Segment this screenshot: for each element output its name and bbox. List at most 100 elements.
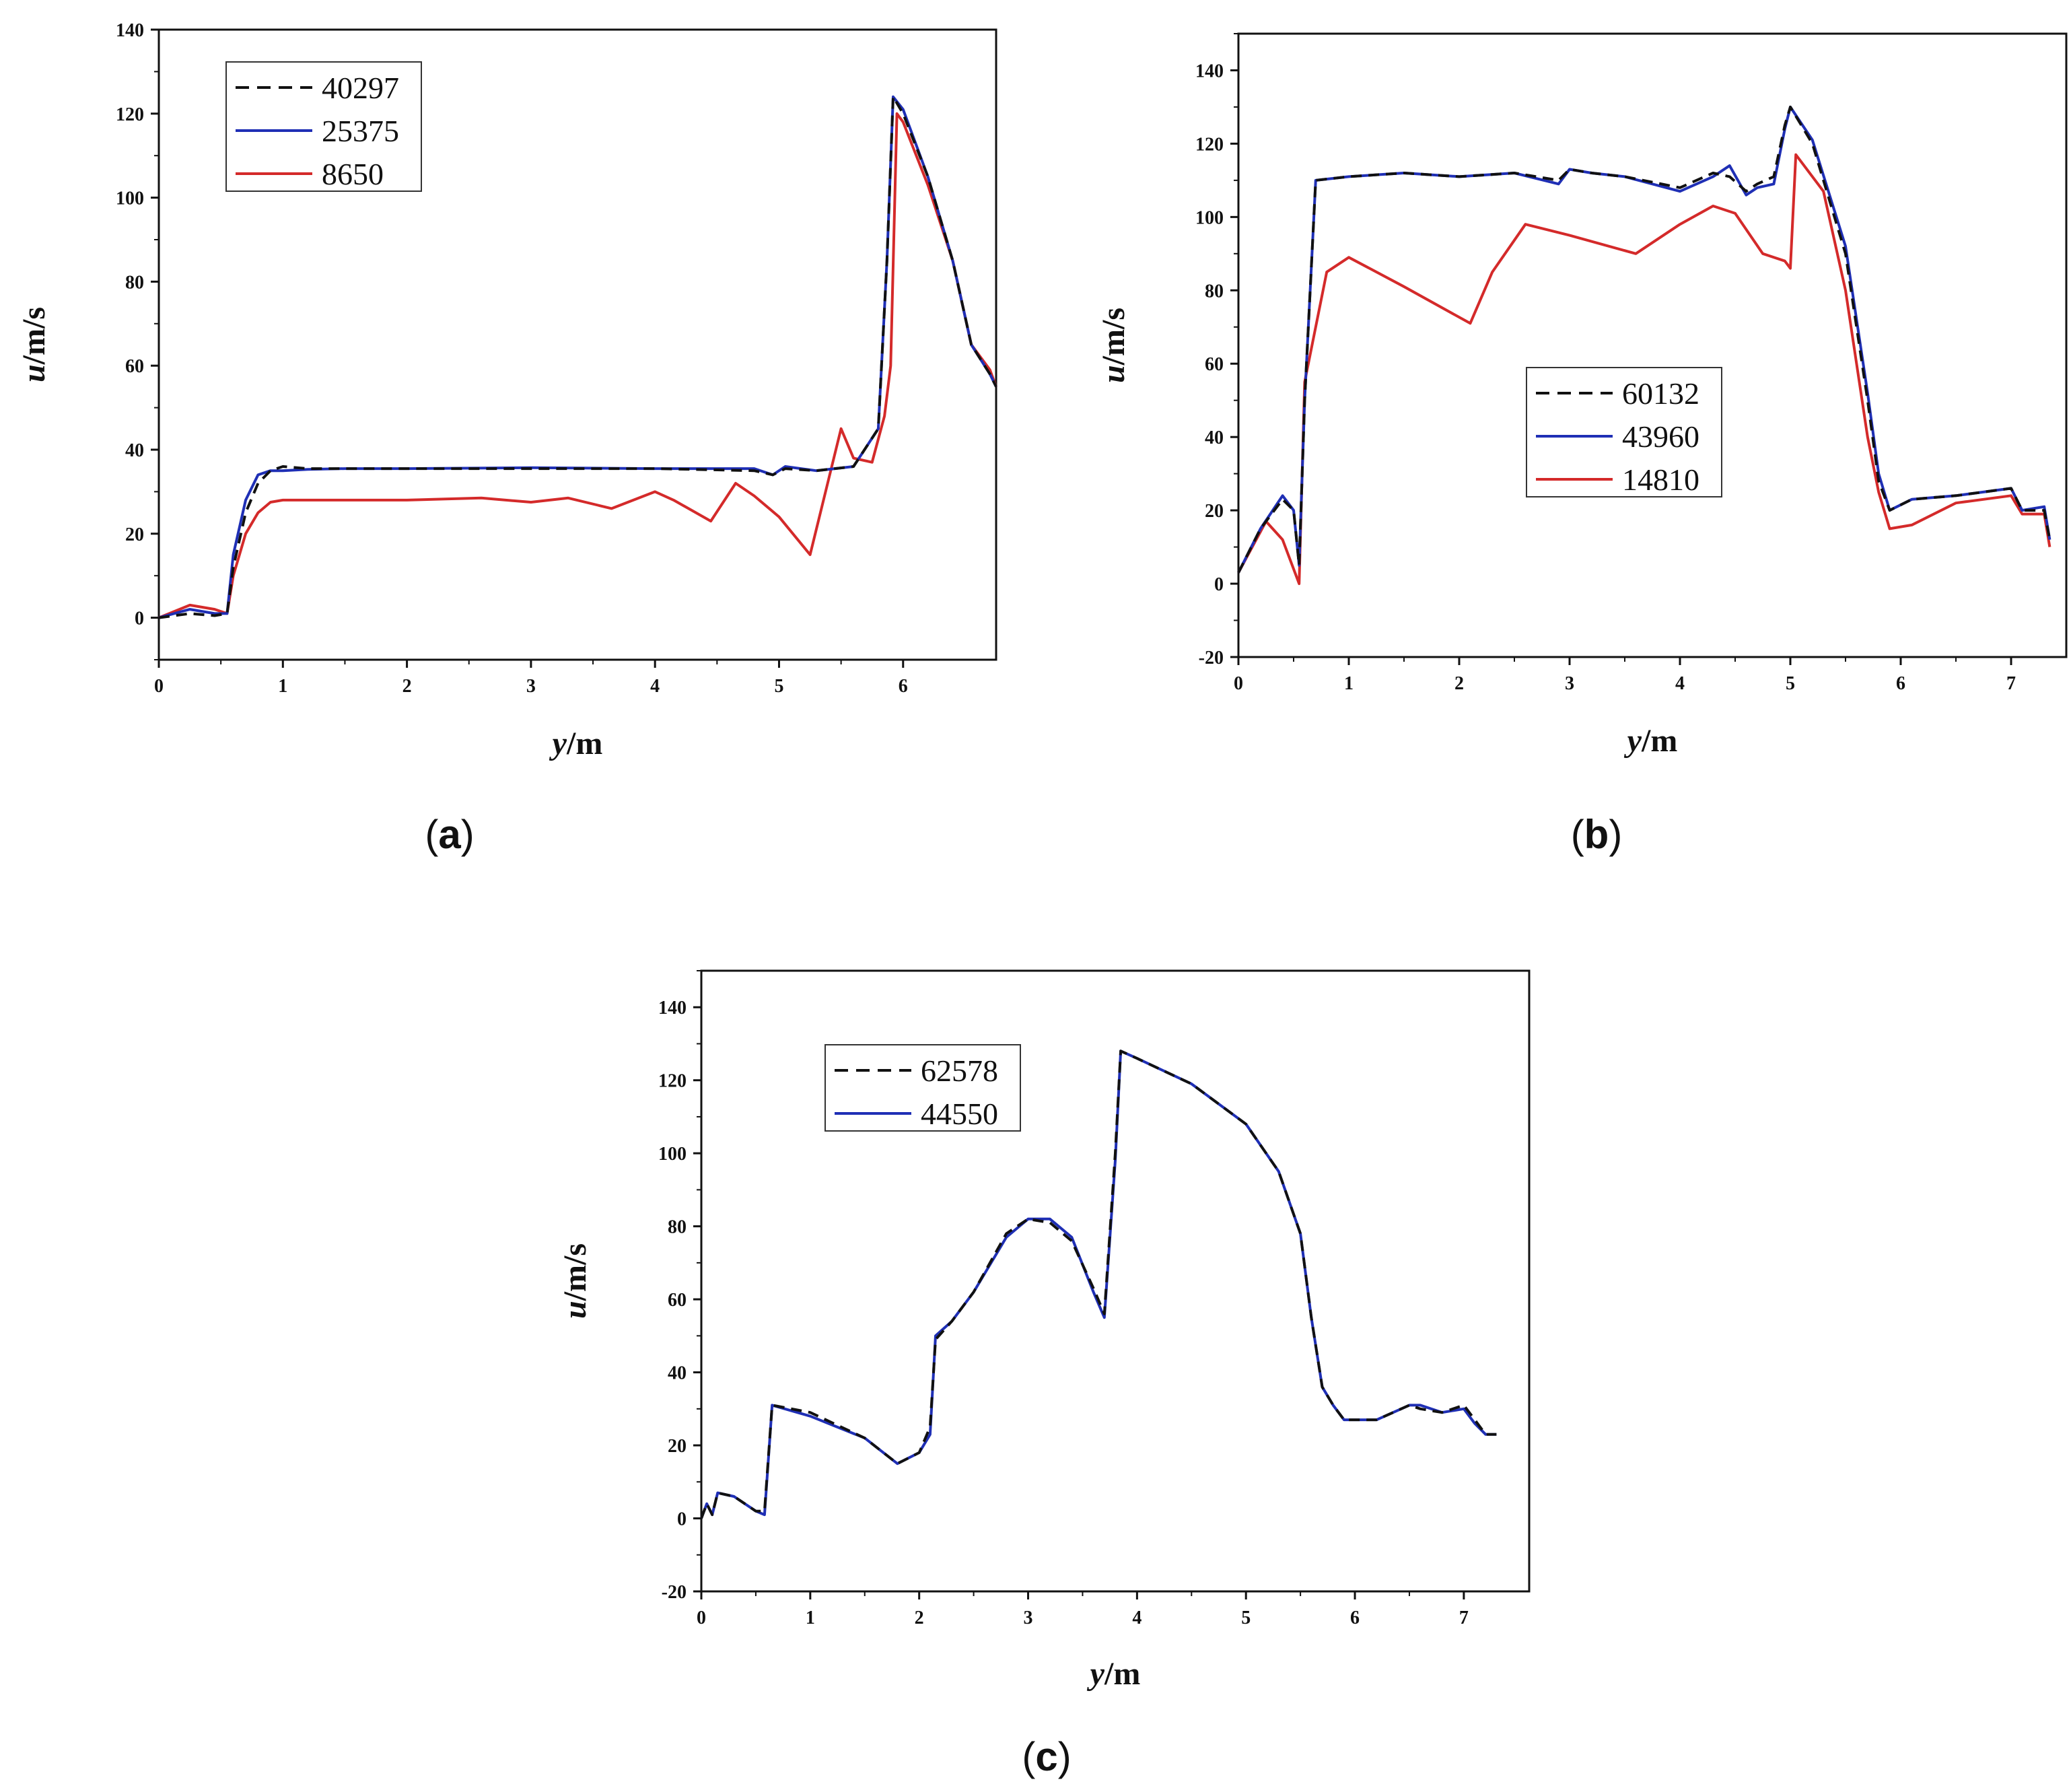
y-tick-label: 60 <box>125 356 144 377</box>
y-axis-title-var: u <box>16 364 52 382</box>
series-line-44550 <box>700 1049 1497 1519</box>
y-axis-title-unit: /m/s <box>1096 308 1131 366</box>
x-tick-label: 3 <box>1024 1608 1033 1628</box>
legend-label-43960: 43960 <box>1622 419 1699 454</box>
panel-caption-b: (b) <box>1571 812 1623 857</box>
y-axis-title-unit: /m/s <box>16 307 52 365</box>
x-tick-label: 2 <box>402 676 412 697</box>
y-axis-title-var: u <box>557 1301 593 1319</box>
y-tick-label: 20 <box>1205 501 1224 522</box>
series-line-40297 <box>158 95 997 619</box>
x-tick-label: 0 <box>1234 673 1243 694</box>
plot-frame <box>157 28 997 661</box>
x-tick-label: 1 <box>1344 673 1354 694</box>
x-tick-label: 6 <box>1350 1608 1360 1628</box>
x-axis-title: y/m <box>1624 723 1678 759</box>
legend-box <box>824 1044 1021 1132</box>
x-tick-label: 5 <box>1786 673 1795 694</box>
panel-a: 0 1 2 3 4 5 6020406080100120140y/mu/m/s4029725… <box>16 20 997 761</box>
x-axis-title-var: y <box>1624 723 1642 759</box>
legend-label-8650: 8650 <box>322 157 384 191</box>
y-tick-label: 40 <box>668 1363 687 1384</box>
y-tick-label: 80 <box>125 272 144 293</box>
legend-label-25375: 25375 <box>322 114 399 148</box>
x-tick-label: 0 <box>154 676 164 697</box>
y-tick-label: 20 <box>668 1436 687 1457</box>
y-tick-label: 140 <box>658 998 687 1019</box>
x-axis-title: y/m <box>1087 1656 1141 1692</box>
y-tick-label: 0 <box>135 609 144 629</box>
panel-caption-c: (c) <box>1022 1734 1071 1779</box>
legend-label-60132: 60132 <box>1622 376 1699 411</box>
plot-frame <box>1237 32 2068 658</box>
y-tick-label: -20 <box>1199 648 1224 668</box>
x-axis-title: y/m <box>549 726 603 761</box>
y-tick-label: 60 <box>1205 354 1224 375</box>
x-tick-label: 4 <box>1132 1608 1142 1628</box>
x-tick-label: 4 <box>650 676 660 697</box>
y-tick-label: 0 <box>1214 574 1224 595</box>
y-axis-title-unit: /m/s <box>557 1243 593 1301</box>
series-line-8650 <box>158 112 997 619</box>
x-tick-label: 2 <box>915 1608 924 1628</box>
series-line-62578 <box>700 1049 1497 1519</box>
y-tick-label: 20 <box>125 524 144 545</box>
panel-caption-a-letter: a <box>438 812 461 857</box>
y-tick-label: 80 <box>668 1217 687 1238</box>
x-axis-title-unit: /m <box>1104 1656 1140 1692</box>
x-tick-label: 7 <box>1459 1608 1469 1628</box>
y-tick-label: 100 <box>1195 207 1224 228</box>
panel-caption-a: (a) <box>425 812 474 857</box>
y-tick-label: 120 <box>1195 134 1224 155</box>
legend-label-14810: 14810 <box>1622 462 1699 497</box>
x-axis-title-unit: /m <box>566 726 602 761</box>
x-tick-label: 2 <box>1454 673 1464 694</box>
y-tick-label: 0 <box>677 1509 687 1530</box>
x-tick-label: 1 <box>806 1608 815 1628</box>
x-tick-label: 7 <box>2006 673 2016 694</box>
x-axis-title-unit: /m <box>1641 723 1677 759</box>
x-tick-label: 3 <box>1565 673 1574 694</box>
plot-frame <box>700 969 1531 1593</box>
x-tick-label: 6 <box>1896 673 1905 694</box>
series-line-14810 <box>1237 153 2051 586</box>
legend: 60132 43960 14810 <box>1526 367 1722 497</box>
legend-label-62578: 62578 <box>921 1054 998 1088</box>
x-tick-label: 6 <box>899 676 908 697</box>
panel-caption-b-letter: b <box>1584 812 1609 857</box>
x-tick-label: 3 <box>526 676 536 697</box>
y-tick-label: 100 <box>116 188 144 209</box>
y-tick-label: 120 <box>658 1071 687 1092</box>
x-tick-label: 0 <box>697 1608 706 1628</box>
y-tick-label: 60 <box>668 1290 687 1311</box>
y-axis-title: u/m/s <box>1096 308 1131 383</box>
y-tick-label: -20 <box>662 1582 687 1603</box>
y-axis-title: u/m/s <box>557 1243 593 1319</box>
y-tick-label: 140 <box>116 20 144 41</box>
x-tick-label: 5 <box>774 676 783 697</box>
y-tick-label: 140 <box>1195 61 1224 81</box>
series-line-60132 <box>1237 105 2051 574</box>
y-tick-label: 40 <box>125 440 144 461</box>
y-axis-title-var: u <box>1096 365 1131 383</box>
legend-label-44550: 44550 <box>921 1097 998 1131</box>
y-tick-label: 100 <box>658 1144 687 1165</box>
x-tick-label: 1 <box>278 676 287 697</box>
x-tick-label: 5 <box>1241 1608 1251 1628</box>
x-axis-title-var: y <box>1087 1656 1105 1692</box>
y-tick-label: 40 <box>1205 427 1224 448</box>
legend-label-40297: 40297 <box>322 71 399 105</box>
y-tick-label: 80 <box>1205 281 1224 302</box>
legend: 62578 44550 <box>824 1044 1021 1132</box>
legend-box <box>225 61 422 192</box>
x-tick-label: 4 <box>1675 673 1685 694</box>
legend: 40297 25375 8650 <box>225 61 422 192</box>
x-axis-title-var: y <box>549 726 567 761</box>
panel-caption-c-letter: c <box>1035 1734 1057 1779</box>
y-axis-title: u/m/s <box>16 307 52 382</box>
y-tick-label: 120 <box>116 104 144 125</box>
panel-b: 0 1 2 3 4 5 6 7 -20 0 20 40 60 80 100 120 140 y/m u/m/s 601… <box>1096 32 2068 759</box>
legend-box <box>1526 367 1722 497</box>
panel-c: 0 1 2 3 4 5 6 7 -20 0 20 40 60 80 100 120 140 y/m u/m/s 625… <box>557 969 1531 1692</box>
